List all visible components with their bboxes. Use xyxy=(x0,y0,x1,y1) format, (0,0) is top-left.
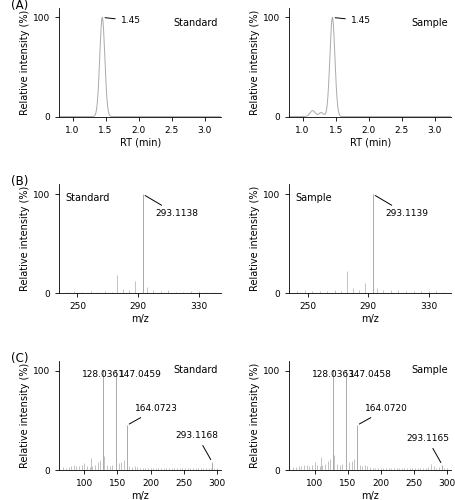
Text: 1.45: 1.45 xyxy=(105,16,141,25)
Text: Sample: Sample xyxy=(411,18,447,28)
X-axis label: RT (min): RT (min) xyxy=(349,138,390,147)
Y-axis label: Relative intensity (%): Relative intensity (%) xyxy=(250,186,260,292)
Text: 128.0361: 128.0361 xyxy=(81,370,125,379)
Text: (B): (B) xyxy=(10,176,28,188)
Text: 147.0458: 147.0458 xyxy=(345,370,391,379)
Y-axis label: Relative intensity (%): Relative intensity (%) xyxy=(20,10,30,115)
Text: 128.0363: 128.0363 xyxy=(311,370,354,379)
Y-axis label: Relative intensity (%): Relative intensity (%) xyxy=(20,363,30,468)
Text: 293.1139: 293.1139 xyxy=(374,196,427,218)
Text: 164.0720: 164.0720 xyxy=(359,404,407,424)
Y-axis label: Relative intensity (%): Relative intensity (%) xyxy=(250,363,260,468)
X-axis label: RT (min): RT (min) xyxy=(119,138,161,147)
Text: 293.1165: 293.1165 xyxy=(405,434,448,462)
Text: Sample: Sample xyxy=(411,366,447,376)
Text: Standard: Standard xyxy=(173,18,217,28)
Y-axis label: Relative intensity (%): Relative intensity (%) xyxy=(250,10,260,115)
Text: 147.0459: 147.0459 xyxy=(115,370,162,379)
X-axis label: m/z: m/z xyxy=(361,491,379,500)
X-axis label: m/z: m/z xyxy=(131,491,149,500)
Text: Sample: Sample xyxy=(295,193,332,203)
Text: (A): (A) xyxy=(10,0,28,12)
Text: 293.1138: 293.1138 xyxy=(145,196,197,218)
Y-axis label: Relative intensity (%): Relative intensity (%) xyxy=(20,186,30,292)
X-axis label: m/z: m/z xyxy=(361,314,379,324)
X-axis label: m/z: m/z xyxy=(131,314,149,324)
Text: Standard: Standard xyxy=(173,366,217,376)
Text: 1.45: 1.45 xyxy=(334,16,370,25)
Text: (C): (C) xyxy=(10,352,28,365)
Text: 164.0723: 164.0723 xyxy=(129,404,177,424)
Text: 293.1168: 293.1168 xyxy=(175,432,218,460)
Text: Standard: Standard xyxy=(66,193,110,203)
